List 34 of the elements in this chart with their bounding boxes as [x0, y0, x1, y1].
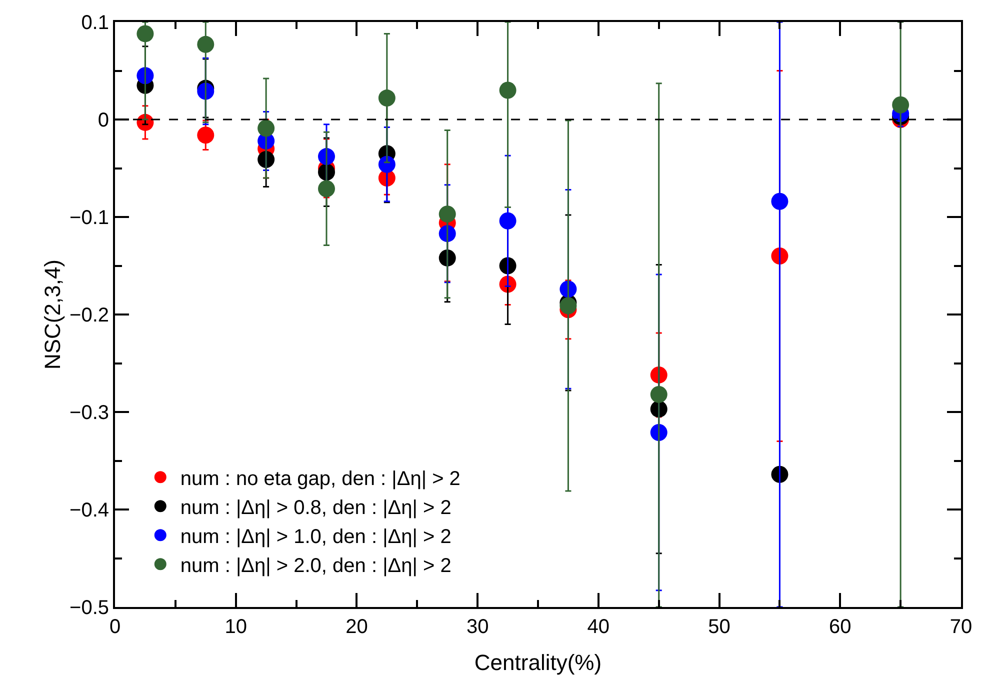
x-axis-title: Centrality(%)	[474, 650, 602, 675]
y-axis-title: NSC(2,3,4)	[40, 259, 65, 370]
x-tick-label: 50	[708, 616, 730, 638]
x-tick-label: 40	[587, 616, 610, 638]
point	[197, 126, 214, 144]
y-tick-label: −0.1	[70, 207, 109, 229]
x-tick-label: 30	[466, 616, 489, 638]
point	[771, 192, 788, 210]
legend-label: num : |Δη| > 0.8, den : |Δη| > 2	[180, 496, 452, 519]
point	[438, 206, 456, 223]
point	[560, 297, 577, 314]
point	[892, 96, 910, 114]
y-tick-label: −0.4	[70, 500, 109, 522]
y-tick-label: −0.5	[70, 597, 109, 619]
legend-label: num : no eta gap, den : |Δη| > 2	[180, 468, 460, 490]
point	[499, 82, 516, 99]
point	[136, 25, 154, 42]
x-tick-label: 10	[224, 616, 247, 638]
y-tick-label: −0.2	[70, 304, 109, 326]
point	[318, 180, 335, 198]
y-tick-label: −0.3	[70, 402, 109, 424]
point	[499, 212, 516, 230]
x-tick-label: 20	[346, 616, 368, 638]
legend-label: num : |Δη| > 1.0, den : |Δη| > 2	[180, 526, 452, 548]
point	[378, 156, 396, 173]
x-tick-label: 70	[950, 616, 972, 638]
point	[258, 120, 275, 137]
y-tick-label: 0	[98, 110, 109, 132]
x-tick-label: 60	[829, 616, 852, 638]
point	[650, 386, 668, 403]
y-tick-label: 0.1	[81, 12, 109, 34]
point	[378, 90, 396, 107]
legend-label: num : |Δη| > 2.0, den : |Δη| > 2	[180, 554, 452, 577]
point	[197, 36, 214, 53]
